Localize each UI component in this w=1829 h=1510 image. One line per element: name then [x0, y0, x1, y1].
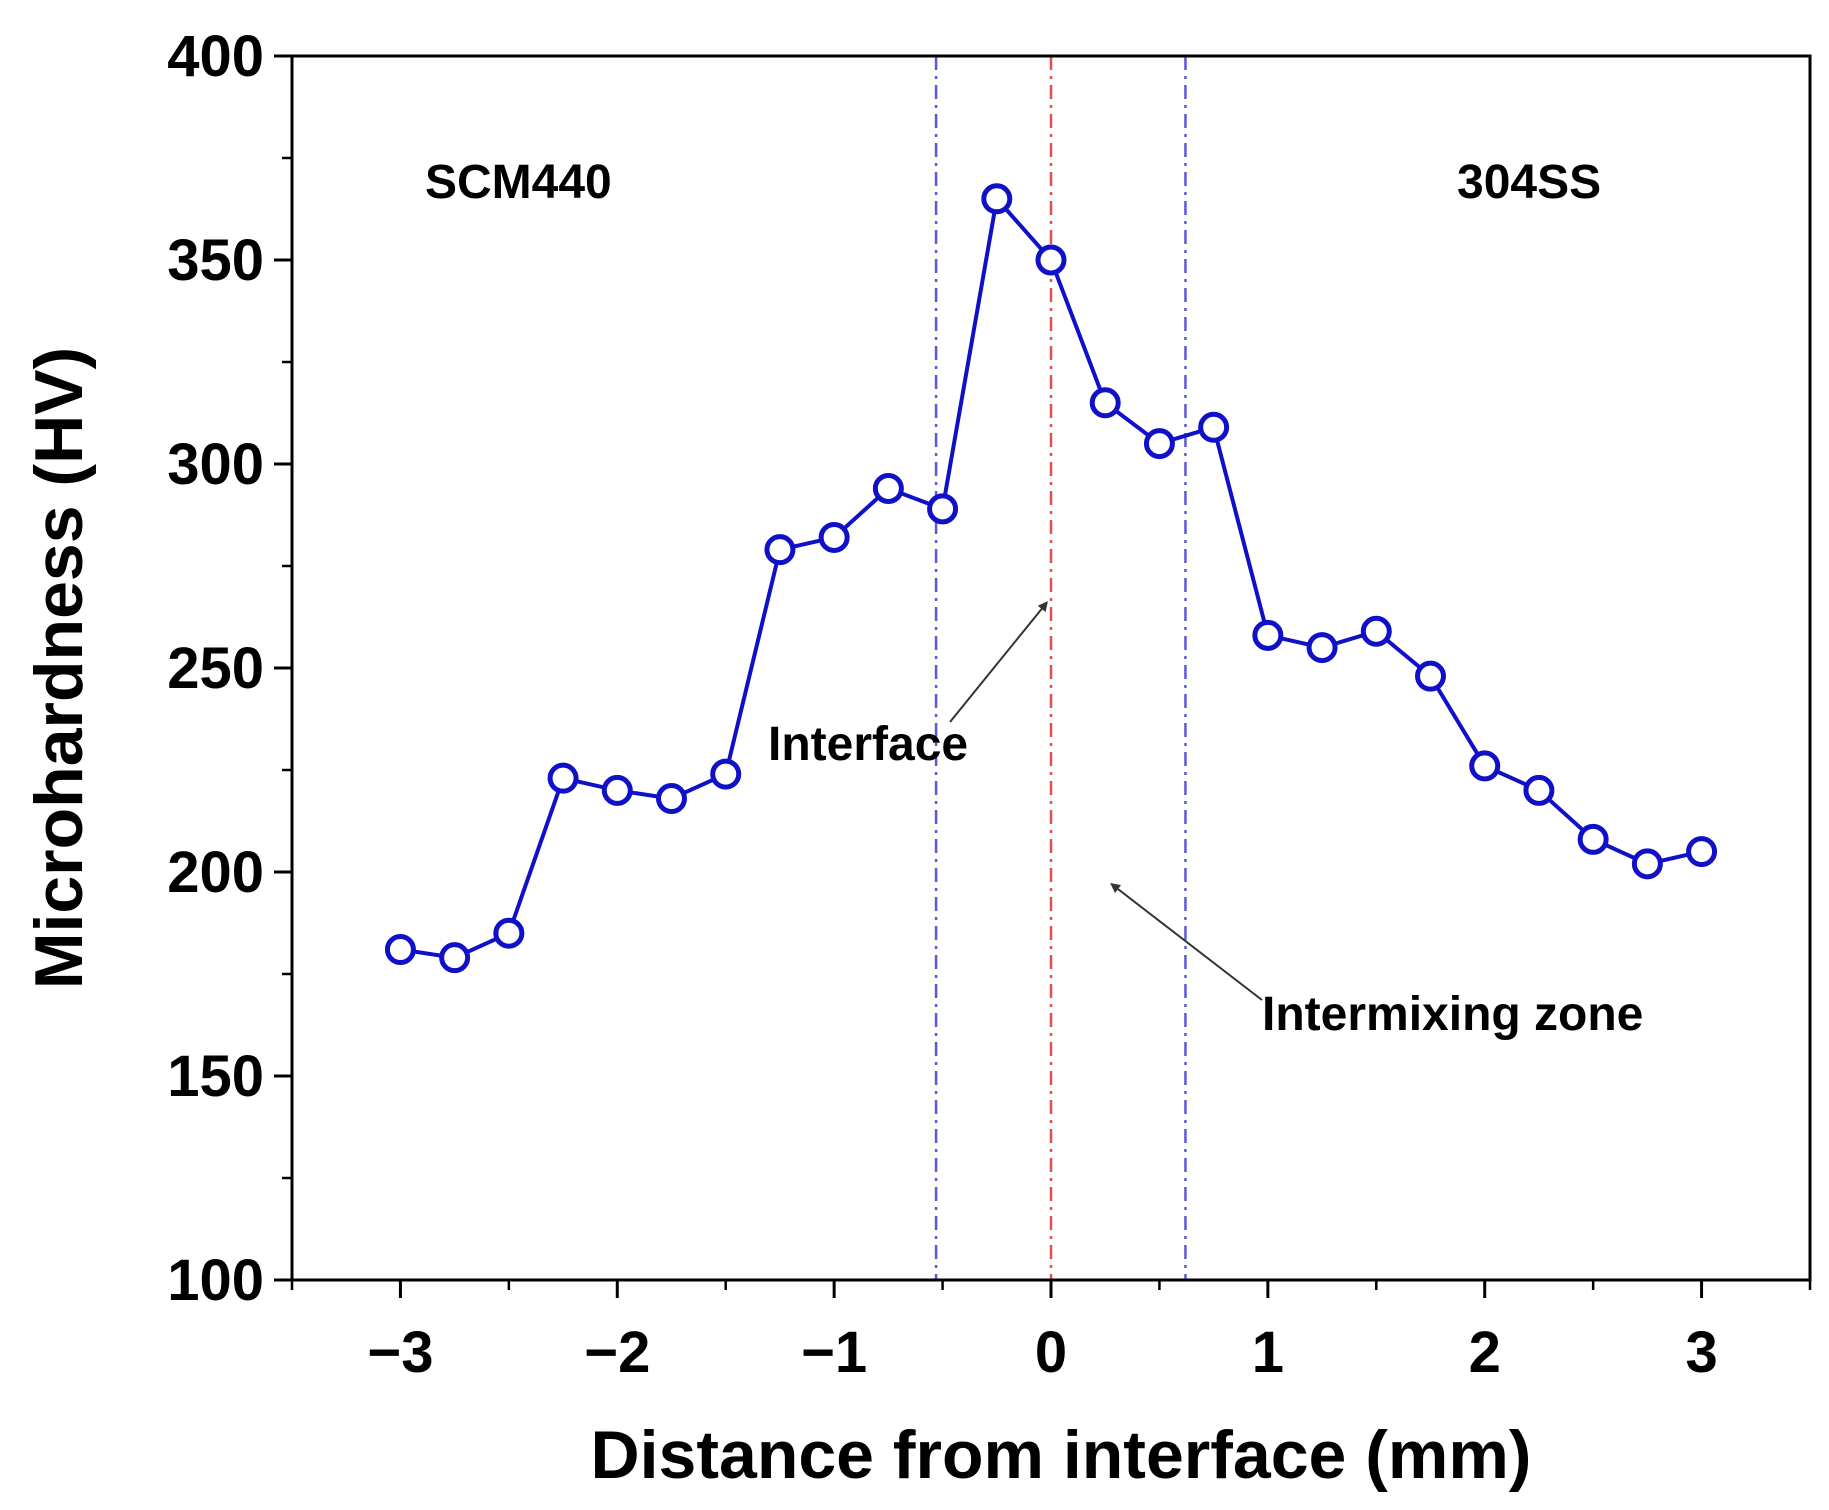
y-tick-label: 300 [167, 432, 264, 497]
data-point [601, 774, 633, 806]
data-point [1089, 387, 1121, 419]
y-tick-label: 150 [167, 1044, 264, 1109]
x-tick-label: 2 [1469, 1320, 1501, 1385]
data-point [1360, 615, 1392, 647]
x-tick-label: −3 [367, 1320, 433, 1385]
x-tick-label: 3 [1685, 1320, 1717, 1385]
data-point [1631, 848, 1663, 880]
y-tick-label: 350 [167, 228, 264, 293]
data-point [927, 493, 959, 525]
data-point [1198, 411, 1230, 443]
interface-annotation: Interface [768, 718, 968, 771]
data-point [439, 942, 471, 974]
data-point [493, 917, 525, 949]
y-axis-title: Microhardness (HV) [21, 347, 97, 989]
data-point [547, 762, 579, 794]
data-point [981, 183, 1013, 215]
y-tick-label: 400 [167, 24, 264, 89]
data-point [1577, 823, 1609, 855]
data-point [1035, 244, 1067, 276]
data-point [1686, 836, 1718, 868]
region-label-right: 304SS [1457, 156, 1601, 209]
x-tick-label: −1 [801, 1320, 867, 1385]
x-tick-label: −2 [584, 1320, 650, 1385]
intermixing-zone-arrow [1110, 883, 1263, 1001]
data-point [764, 534, 796, 566]
data-point [818, 521, 850, 553]
data-point [1523, 774, 1555, 806]
data-point [656, 783, 687, 815]
y-tick-label: 250 [167, 636, 264, 701]
y-tick-label: 200 [167, 840, 264, 905]
region-label-left: SCM440 [425, 156, 612, 209]
y-tick-label: 100 [167, 1248, 264, 1313]
x-tick-label: 0 [1035, 1320, 1067, 1385]
data-point [1252, 619, 1284, 651]
x-axis-title: Distance from interface (mm) [591, 1417, 1532, 1493]
data-point [1306, 632, 1338, 664]
x-tick-label: 1 [1252, 1320, 1284, 1385]
data-point [384, 934, 416, 966]
data-point [1143, 428, 1175, 460]
data-point [872, 472, 904, 504]
intermixing-zone-annotation: Intermixing zone [1262, 988, 1643, 1041]
data-point [1415, 660, 1446, 692]
data-point [1469, 750, 1501, 782]
interface-arrow [949, 601, 1048, 723]
data-point [710, 758, 742, 790]
